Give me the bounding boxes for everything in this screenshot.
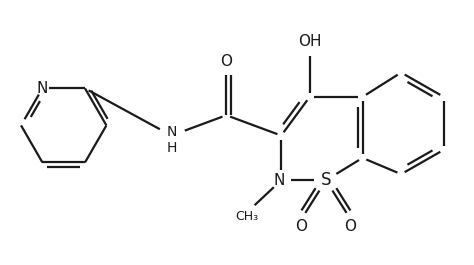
- Text: O: O: [220, 54, 232, 69]
- Text: CH₃: CH₃: [235, 210, 258, 223]
- Text: O: O: [296, 219, 308, 233]
- Text: N: N: [273, 173, 285, 188]
- Text: S: S: [321, 171, 331, 189]
- Text: N
H: N H: [166, 125, 177, 155]
- Text: O: O: [344, 219, 356, 233]
- Text: N: N: [36, 81, 48, 96]
- Text: OH: OH: [298, 34, 321, 48]
